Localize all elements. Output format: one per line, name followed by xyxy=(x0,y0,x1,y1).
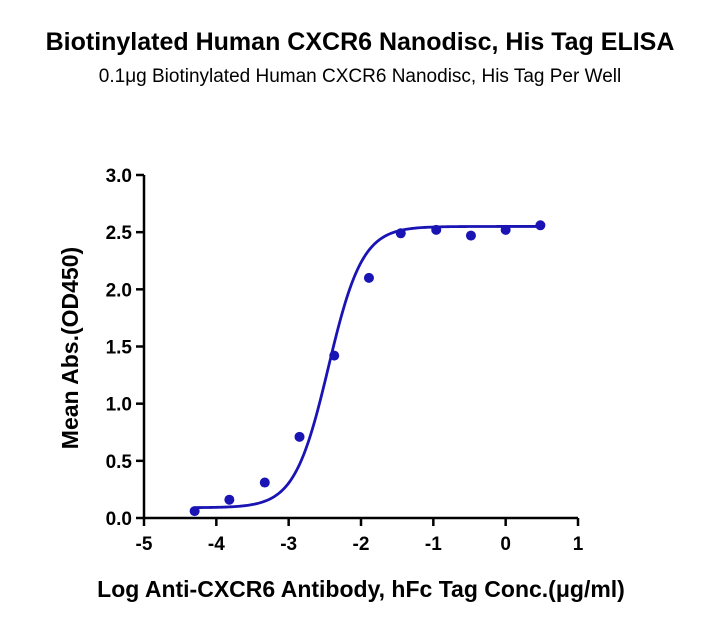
x-tick-label: -2 xyxy=(353,534,370,555)
chart-subtitle: 0.1μg Biotinylated Human CXCR6 Nanodisc,… xyxy=(98,66,622,87)
x-tick-label: -1 xyxy=(425,534,442,555)
y-tick-label: 3.0 xyxy=(106,166,132,187)
data-point xyxy=(535,220,546,231)
x-axis-title: Log Anti-CXCR6 Antibody, hFc Tag Conc.(μ… xyxy=(97,576,625,602)
data-point xyxy=(329,350,340,361)
fit-curve xyxy=(194,225,541,509)
y-tick-label: 2.0 xyxy=(106,280,132,301)
y-tick-label: 0.5 xyxy=(106,452,133,473)
data-point xyxy=(259,477,270,488)
x-tick-label: 0 xyxy=(500,534,511,555)
x-tick-label: 1 xyxy=(573,534,584,555)
data-points-layer xyxy=(189,220,546,517)
fit-curve-layer xyxy=(194,225,541,509)
y-tick-label: 0.0 xyxy=(106,509,132,530)
data-point xyxy=(431,224,442,235)
data-point xyxy=(465,230,476,241)
y-tick-label: 2.5 xyxy=(106,223,133,244)
data-point xyxy=(363,272,374,283)
y-tick-label: 1.0 xyxy=(106,395,132,416)
data-point xyxy=(294,431,305,442)
data-point xyxy=(189,506,200,517)
y-axis-title: Mean Abs.(OD450) xyxy=(57,247,83,449)
x-tick-label: -4 xyxy=(208,534,225,555)
axes: 0.0 0.5 1.0 1.5 2.0 2.5 3.0 -5 -4 -3 -2 -1 0 1 xyxy=(106,166,584,555)
data-point xyxy=(500,224,511,235)
x-tick-label: -5 xyxy=(136,534,153,555)
chart-title: Biotinylated Human CXCR6 Nanodisc, His T… xyxy=(45,28,675,56)
data-point xyxy=(224,494,235,505)
data-point xyxy=(395,228,406,239)
x-tick-label: -3 xyxy=(280,534,297,555)
y-tick-label: 1.5 xyxy=(106,338,133,359)
